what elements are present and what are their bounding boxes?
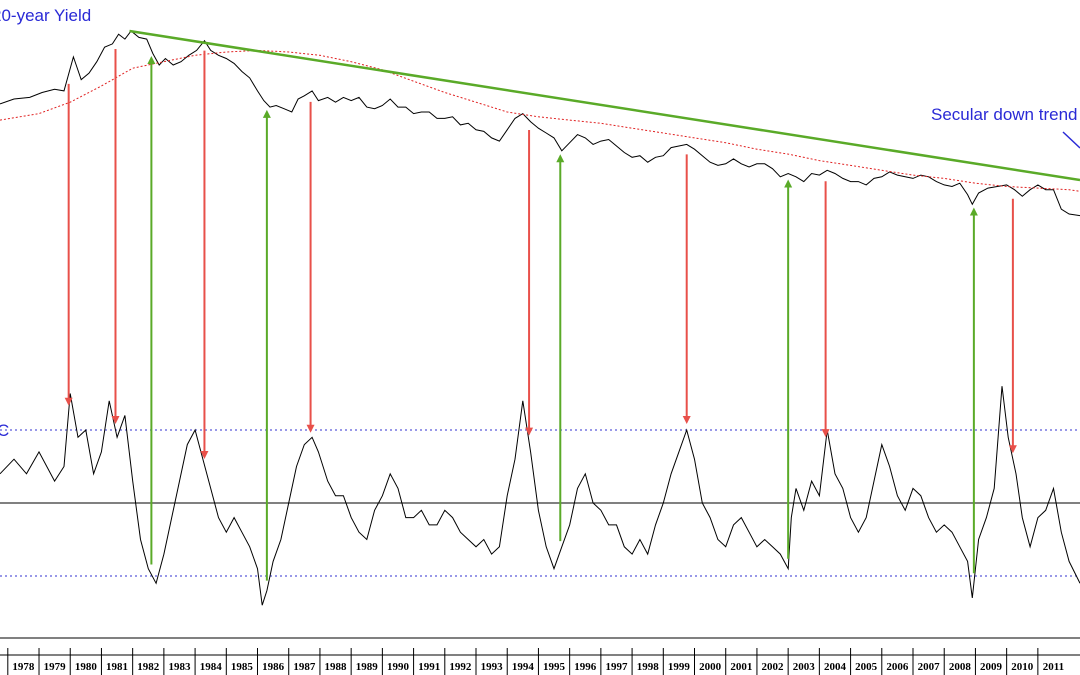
sell-arrow-head (1008, 445, 1017, 454)
x-tick-label: 1999 (668, 661, 691, 673)
x-tick-label: 1987 (293, 661, 316, 673)
sell-arrow-head (682, 416, 691, 424)
buy-arrow-head (147, 55, 156, 64)
buy-arrow-head (969, 207, 978, 216)
upper-panel (0, 29, 1080, 217)
yield-line (0, 30, 1080, 217)
x-tick-label: 1992 (449, 661, 472, 673)
x-tick-label: 1988 (325, 661, 348, 673)
x-tick-label: 1981 (106, 661, 128, 673)
signal-arrows (64, 49, 1017, 581)
x-tick-label: 1994 (512, 661, 535, 673)
x-tick-label: 1991 (418, 661, 440, 673)
buy-arrow-head (556, 154, 565, 163)
x-tick-label: 2009 (980, 661, 1003, 673)
annotation-pointer (1062, 131, 1080, 149)
x-tick-label: 2000 (699, 661, 722, 673)
buy-arrow-head (262, 109, 271, 118)
x-tick-label: 2002 (762, 661, 785, 673)
x-tick-label: 1979 (44, 661, 67, 673)
x-tick-label: 2005 (855, 661, 878, 673)
x-tick-label: 1990 (387, 661, 410, 673)
sell-arrow-head (525, 427, 534, 436)
x-tick-label: 2004 (824, 661, 847, 673)
sell-arrow-head (306, 424, 315, 433)
x-tick-label: 2011 (1043, 661, 1064, 673)
x-tick-label: 1995 (543, 661, 566, 673)
secular-trend-line (129, 29, 1080, 182)
x-tick-label: 1997 (605, 661, 628, 673)
sell-arrow-head (821, 429, 830, 438)
x-tick-label: 1986 (262, 661, 285, 673)
roc-line (0, 386, 1080, 606)
x-tick-label: 1989 (356, 661, 379, 673)
roc-label: C (0, 421, 9, 440)
x-tick-label: 2010 (1011, 661, 1034, 673)
lower-panel (0, 386, 1080, 606)
buy-arrow-head (784, 179, 793, 188)
x-tick-label: 2001 (730, 661, 752, 673)
x-tick-label: 1985 (231, 661, 254, 673)
x-tick-label: 2006 (886, 661, 909, 673)
x-tick-label: 1993 (481, 661, 504, 673)
x-tick-label: 2003 (793, 661, 816, 673)
x-tick-label: 1983 (168, 661, 191, 673)
x-tick-label: 1984 (200, 661, 223, 673)
x-tick-label: 2007 (918, 661, 941, 673)
x-tick-label: 1996 (574, 661, 597, 673)
moving-average-line (0, 49, 1080, 192)
x-tick-label: 2008 (949, 661, 972, 673)
trend-annotation: Secular down trend (931, 105, 1077, 124)
sell-arrow-head (64, 397, 73, 406)
chart-title: 20-year Yield (0, 6, 91, 25)
sell-arrow-head (111, 416, 120, 424)
x-tick-label: 1978 (12, 661, 35, 673)
x-tick-label: 1980 (75, 661, 98, 673)
sell-arrow-head (200, 451, 209, 460)
x-tick-label: 1998 (637, 661, 660, 673)
x-axis-ticks: 1978 1979 1980 1981 1982 1983 1984 1985 1986 1987… (7, 648, 1064, 675)
x-tick-label: 1982 (137, 661, 160, 673)
